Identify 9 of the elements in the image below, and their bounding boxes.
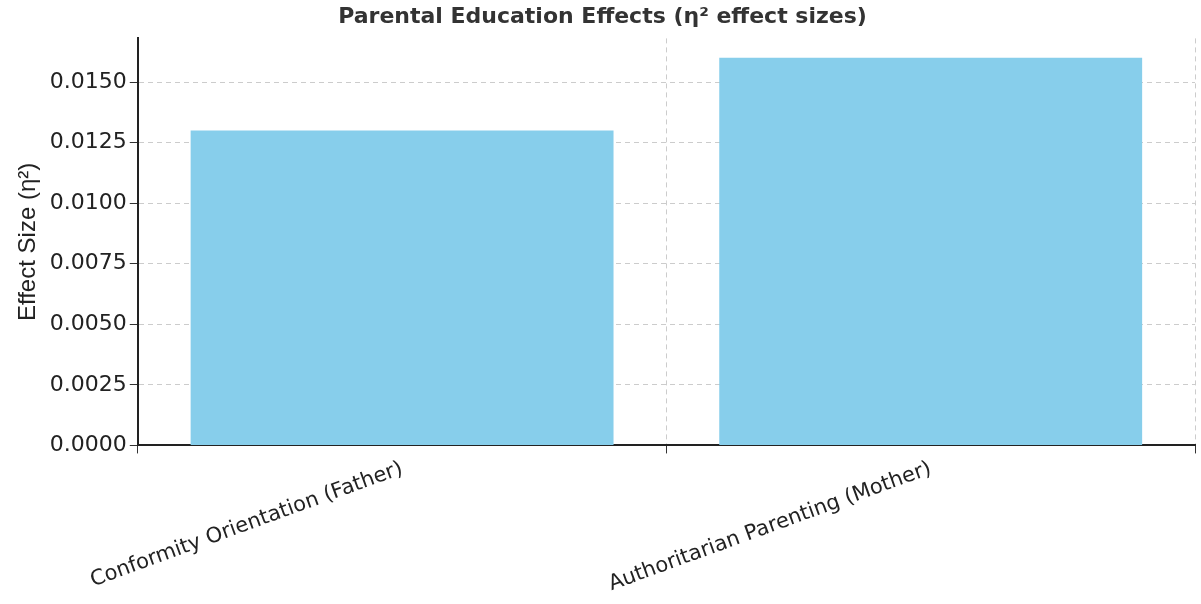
chart-title: Parental Education Effects (η² effect sizes)	[338, 2, 867, 28]
y-tick-label: 0.0125	[49, 128, 127, 154]
y-tick-label: 0.0075	[49, 249, 127, 275]
y-axis-title: Effect Size (η²)	[13, 162, 41, 322]
y-tick-label: 0.0000	[49, 431, 127, 457]
y-tick-label: 0.0150	[49, 67, 127, 93]
y-tick-label: 0.0050	[49, 310, 127, 335]
y-tick-label: 0.0025	[49, 370, 127, 396]
y-tick-label: 0.0100	[49, 188, 127, 214]
